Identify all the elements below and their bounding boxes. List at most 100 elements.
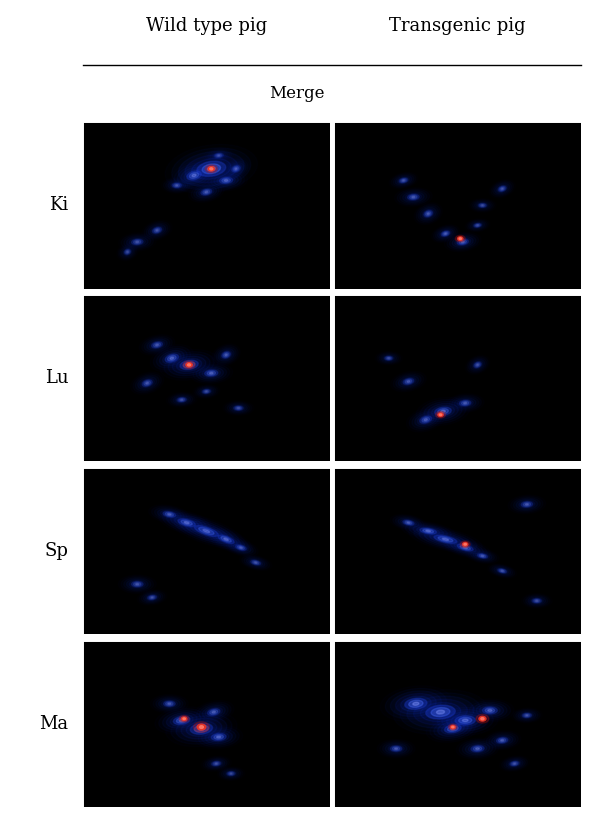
Ellipse shape [405, 380, 412, 384]
Ellipse shape [195, 526, 218, 536]
Ellipse shape [451, 725, 455, 729]
Ellipse shape [494, 736, 510, 744]
Ellipse shape [479, 204, 486, 207]
Ellipse shape [151, 226, 164, 235]
Ellipse shape [401, 377, 416, 385]
Ellipse shape [167, 513, 207, 532]
Ellipse shape [522, 713, 532, 718]
Ellipse shape [170, 715, 193, 726]
Ellipse shape [199, 727, 205, 730]
Ellipse shape [234, 544, 248, 552]
Ellipse shape [163, 511, 176, 518]
Ellipse shape [202, 390, 211, 394]
Ellipse shape [478, 553, 487, 558]
Ellipse shape [452, 726, 454, 728]
Ellipse shape [222, 352, 230, 358]
Ellipse shape [407, 696, 474, 728]
Ellipse shape [208, 166, 215, 171]
Ellipse shape [533, 599, 541, 603]
Ellipse shape [388, 358, 390, 359]
Ellipse shape [476, 553, 490, 559]
Ellipse shape [420, 207, 436, 220]
Ellipse shape [458, 717, 472, 724]
Ellipse shape [187, 171, 202, 180]
Ellipse shape [391, 746, 401, 751]
Ellipse shape [216, 736, 221, 738]
Ellipse shape [396, 694, 436, 714]
Ellipse shape [475, 363, 480, 367]
Ellipse shape [390, 746, 402, 751]
Ellipse shape [508, 760, 521, 767]
Ellipse shape [232, 165, 240, 172]
Ellipse shape [447, 711, 484, 729]
Ellipse shape [160, 350, 184, 366]
Text: Transgenic pig: Transgenic pig [390, 16, 526, 35]
Ellipse shape [460, 541, 470, 548]
Ellipse shape [455, 716, 476, 725]
Ellipse shape [203, 390, 209, 393]
Ellipse shape [476, 704, 503, 717]
Ellipse shape [435, 408, 451, 416]
Ellipse shape [212, 711, 215, 713]
Ellipse shape [216, 154, 222, 157]
Ellipse shape [386, 357, 391, 359]
Ellipse shape [460, 400, 471, 406]
Ellipse shape [425, 212, 431, 216]
Ellipse shape [235, 407, 241, 410]
Ellipse shape [212, 152, 225, 159]
Ellipse shape [518, 711, 535, 720]
Ellipse shape [173, 356, 206, 373]
Ellipse shape [480, 204, 485, 207]
Ellipse shape [410, 195, 417, 199]
Ellipse shape [251, 560, 261, 565]
Ellipse shape [148, 595, 157, 600]
Ellipse shape [220, 350, 232, 359]
Ellipse shape [173, 716, 190, 725]
Ellipse shape [420, 528, 436, 534]
Ellipse shape [510, 761, 519, 766]
Ellipse shape [144, 381, 151, 385]
Ellipse shape [495, 183, 510, 194]
Text: Lu: Lu [44, 369, 68, 387]
Ellipse shape [162, 352, 181, 364]
Ellipse shape [126, 579, 148, 589]
Ellipse shape [481, 718, 484, 720]
Ellipse shape [390, 691, 441, 716]
Ellipse shape [409, 524, 447, 538]
Ellipse shape [208, 708, 220, 716]
Ellipse shape [463, 547, 467, 548]
Ellipse shape [147, 339, 167, 350]
Ellipse shape [202, 368, 221, 377]
Ellipse shape [458, 544, 473, 551]
Ellipse shape [523, 503, 531, 506]
Ellipse shape [193, 722, 209, 733]
Ellipse shape [205, 370, 218, 377]
Ellipse shape [123, 248, 132, 256]
Ellipse shape [451, 728, 455, 730]
Ellipse shape [228, 162, 244, 175]
Ellipse shape [384, 356, 393, 360]
Ellipse shape [185, 155, 238, 183]
Ellipse shape [434, 535, 457, 544]
Ellipse shape [481, 555, 484, 557]
Ellipse shape [403, 520, 414, 526]
Ellipse shape [215, 763, 218, 764]
Ellipse shape [525, 715, 528, 716]
Ellipse shape [457, 399, 473, 408]
Ellipse shape [151, 597, 154, 598]
Ellipse shape [205, 165, 217, 173]
Ellipse shape [534, 599, 540, 602]
Ellipse shape [187, 171, 200, 180]
Text: Merge: Merge [269, 86, 324, 102]
Ellipse shape [168, 181, 186, 190]
Ellipse shape [430, 534, 461, 545]
Ellipse shape [477, 553, 487, 558]
Ellipse shape [189, 173, 199, 178]
Ellipse shape [152, 227, 161, 233]
Ellipse shape [496, 568, 508, 574]
Ellipse shape [401, 178, 406, 182]
Ellipse shape [227, 772, 235, 776]
Ellipse shape [129, 580, 145, 588]
Ellipse shape [417, 415, 434, 425]
Ellipse shape [494, 566, 511, 575]
